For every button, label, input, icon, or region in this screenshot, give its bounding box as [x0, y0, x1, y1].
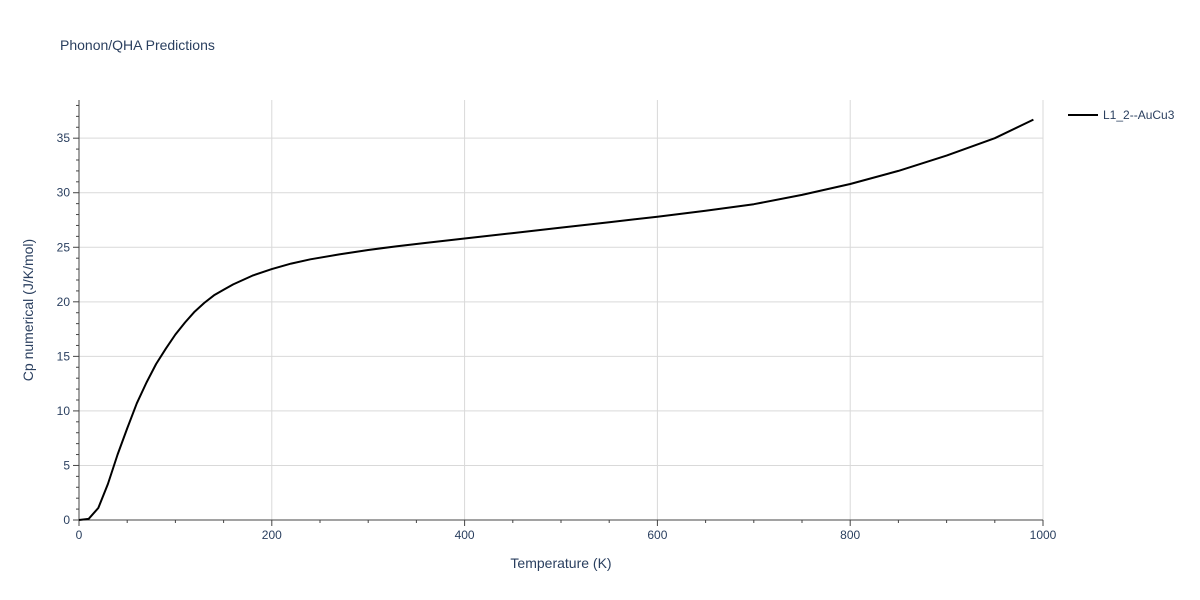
- x-tick-label: 200: [262, 528, 282, 542]
- y-tick-label: 5: [63, 458, 70, 472]
- y-tick-label: 15: [57, 349, 71, 363]
- x-axis-tick-labels: 0 200 400 600 800 1000: [76, 528, 1057, 542]
- y-axis-title: Cp numerical (J/K/mol): [20, 239, 36, 381]
- x-tick-label: 1000: [1030, 528, 1057, 542]
- y-tick-label: 30: [57, 186, 71, 200]
- x-tick-label: 800: [840, 528, 860, 542]
- legend[interactable]: L1_2--AuCu3: [1068, 108, 1175, 122]
- x-tick-label: 600: [647, 528, 667, 542]
- axes: [78, 100, 1043, 521]
- series-line: [78, 118, 1034, 521]
- y-tick-label: 35: [57, 131, 71, 145]
- y-tick-label: 10: [57, 404, 71, 418]
- y-axis-ticks: [73, 104, 79, 521]
- y-tick-label: 0: [63, 513, 70, 527]
- x-axis-title: Temperature (K): [510, 555, 611, 571]
- plot-area: [78, 118, 1034, 521]
- x-axis-ticks: [78, 520, 1044, 526]
- legend-label: L1_2--AuCu3: [1103, 108, 1175, 122]
- y-tick-label: 20: [57, 295, 71, 309]
- chart-title: Phonon/QHA Predictions: [60, 37, 215, 53]
- x-tick-label: 0: [76, 528, 83, 542]
- y-tick-label: 25: [57, 240, 71, 254]
- gridlines: [79, 100, 1044, 520]
- y-axis-tick-labels: 0 5 10 15 20 25 30 35: [57, 131, 71, 527]
- x-tick-label: 400: [455, 528, 475, 542]
